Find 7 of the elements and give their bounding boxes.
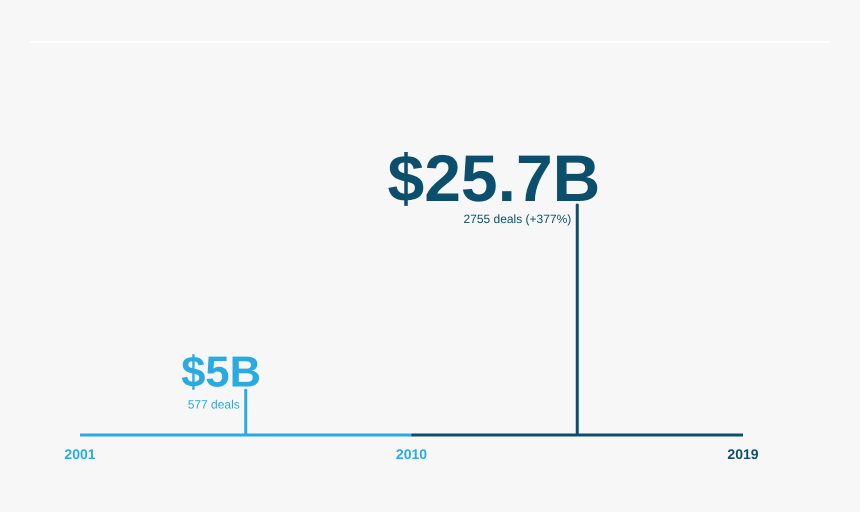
x-tick-label: 2001 bbox=[64, 446, 96, 462]
annotation: 2755 deals (+377%) bbox=[464, 212, 572, 226]
x-tick-label: 2019 bbox=[727, 446, 759, 462]
data-label: $5B bbox=[181, 348, 261, 396]
x-tick-label: 2010 bbox=[396, 446, 428, 462]
annotation: 577 deals bbox=[188, 397, 240, 412]
data-label: $25.7B bbox=[388, 141, 600, 215]
